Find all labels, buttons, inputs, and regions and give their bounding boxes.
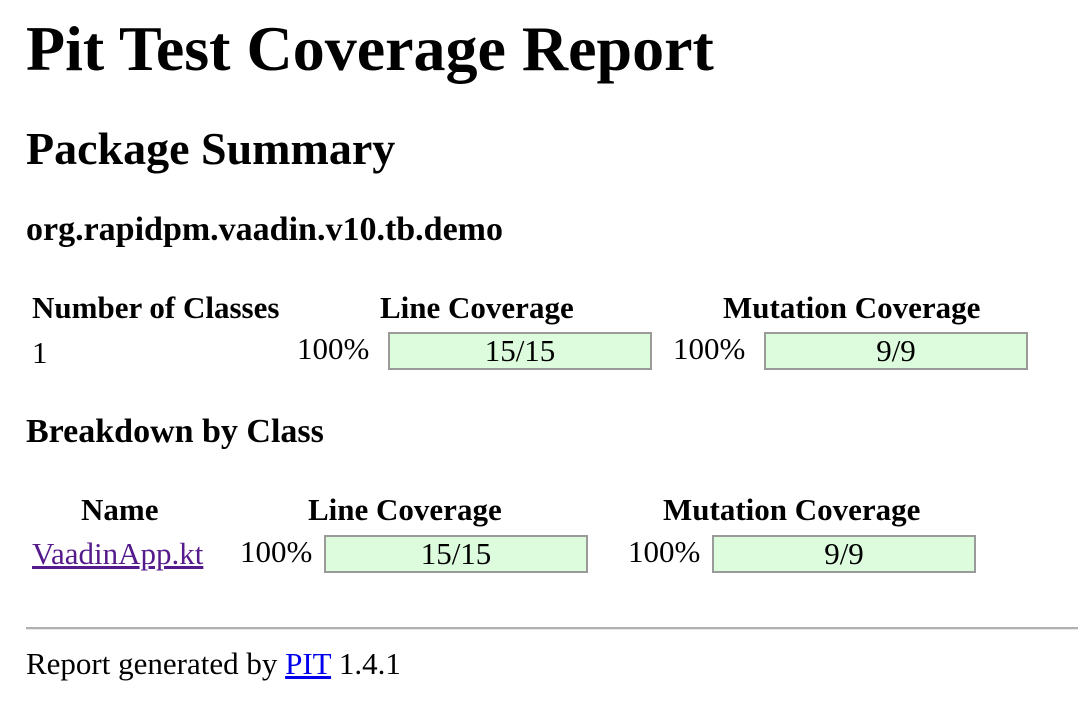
header-line-coverage: Line Coverage bbox=[380, 290, 574, 325]
footer-prefix: Report generated by bbox=[26, 646, 278, 681]
footer-divider bbox=[26, 627, 1078, 630]
mutation-coverage-fraction: 9/9 bbox=[876, 333, 916, 368]
line-coverage-fraction: 15/15 bbox=[484, 333, 556, 368]
line-coverage-bar: 15/15 bbox=[388, 332, 652, 370]
package-summary-heading: Package Summary bbox=[26, 123, 396, 174]
mutation-coverage-bar: 9/9 bbox=[712, 535, 976, 573]
line-coverage-bar: 15/15 bbox=[324, 535, 588, 573]
line-coverage-fraction: 15/15 bbox=[420, 536, 492, 571]
class-link-vaadinapp[interactable]: VaadinApp.kt bbox=[32, 536, 204, 571]
header-mutation-coverage: Mutation Coverage bbox=[663, 492, 921, 527]
mutation-coverage-fraction: 9/9 bbox=[824, 536, 864, 571]
classes-count: 1 bbox=[32, 335, 48, 370]
line-coverage-percent: 100% bbox=[297, 331, 370, 366]
mutation-coverage-percent: 100% bbox=[673, 331, 746, 366]
mutation-coverage-percent: 100% bbox=[628, 534, 701, 569]
page-title: Pit Test Coverage Report bbox=[26, 13, 714, 84]
header-number-of-classes: Number of Classes bbox=[32, 290, 280, 325]
breakdown-heading: Breakdown by Class bbox=[26, 413, 324, 450]
header-line-coverage: Line Coverage bbox=[308, 492, 502, 527]
header-mutation-coverage: Mutation Coverage bbox=[723, 290, 981, 325]
mutation-coverage-bar: 9/9 bbox=[764, 332, 1028, 370]
package-name: org.rapidpm.vaadin.v10.tb.demo bbox=[26, 211, 503, 248]
pit-version: 1.4.1 bbox=[338, 646, 401, 681]
line-coverage-percent: 100% bbox=[240, 534, 313, 569]
pit-link[interactable]: PIT bbox=[285, 646, 332, 681]
footer: Report generated by PIT 1.4.1 bbox=[26, 647, 401, 681]
header-name: Name bbox=[81, 492, 159, 527]
